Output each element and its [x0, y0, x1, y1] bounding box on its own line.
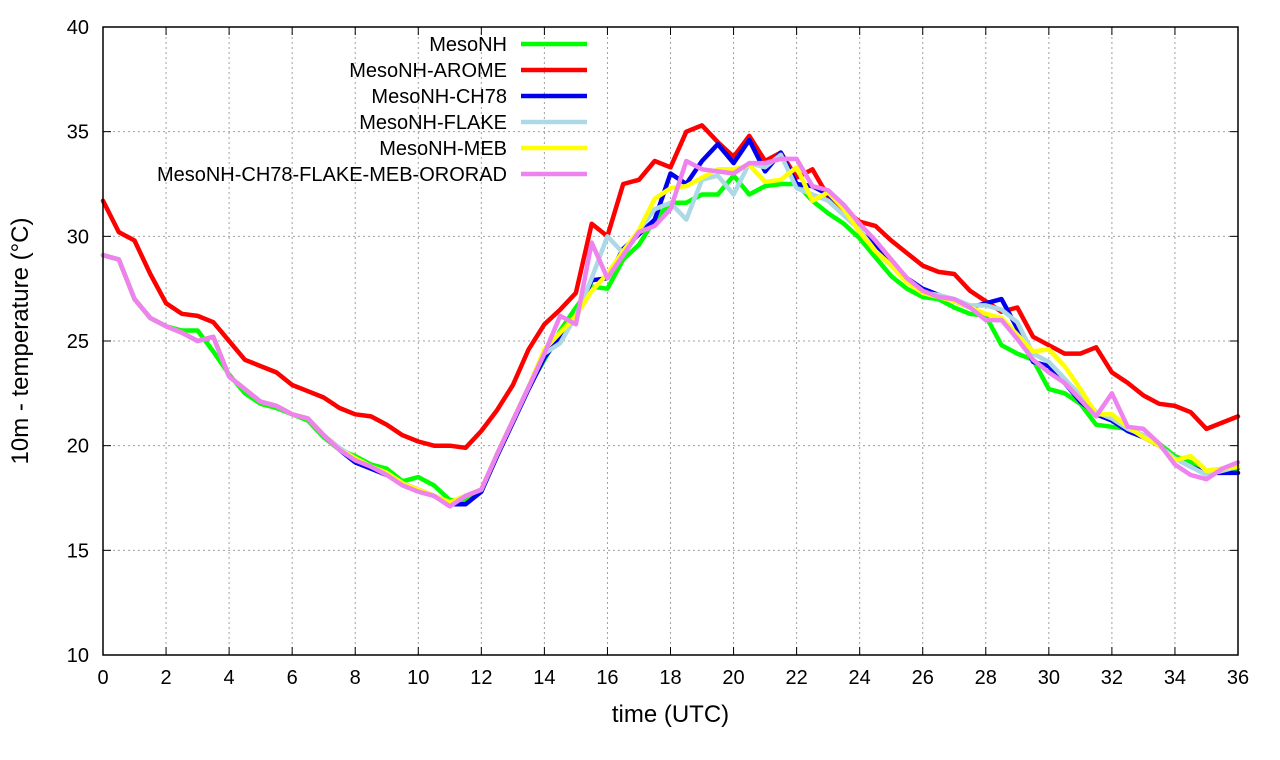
y-tick-label: 10	[67, 645, 89, 667]
y-tick-label: 35	[67, 122, 89, 144]
x-tick-label: 8	[350, 667, 361, 689]
x-tick-label: 0	[97, 667, 108, 689]
y-tick-label: 20	[67, 436, 89, 458]
legend: MesoNH MesoNH-AROME MesoNH-CH78 MesoNH-FLAK…	[157, 34, 587, 186]
legend-label: MesoNH-CH78	[371, 86, 507, 108]
y-tick-label: 15	[67, 540, 89, 562]
x-tick-label: 32	[1101, 667, 1123, 689]
x-tick-label: 36	[1227, 667, 1249, 689]
x-tick-label: 34	[1164, 667, 1186, 689]
x-tick-label: 22	[785, 667, 807, 689]
x-tick-label: 26	[912, 667, 934, 689]
series-line-2	[100, 123, 1241, 451]
x-tick-label: 14	[533, 667, 555, 689]
x-tick-label: 2	[160, 667, 171, 689]
legend-label: MesoNH-MEB	[379, 138, 507, 160]
series-line-6	[100, 156, 1241, 509]
legend-label: MesoNH	[429, 34, 507, 56]
x-tick-label: 4	[224, 667, 235, 689]
legend-label: MesoNH-CH78-FLAKE-MEB-ORORAD	[157, 164, 507, 186]
y-tick-label: 25	[67, 331, 89, 353]
legend-label: MesoNH-FLAKE	[359, 112, 507, 134]
grid	[103, 27, 1238, 655]
x-tick-label: 20	[722, 667, 744, 689]
y-tick-label: 40	[67, 17, 89, 39]
y-axis-title: 10m - temperature (°C)	[7, 218, 34, 465]
axis-ticks: 0 2 4 6 8 10 12 14 16 18 20 22 24 26 28 30 32 34 361015202…	[67, 17, 1249, 689]
x-tick-label: 16	[596, 667, 618, 689]
x-tick-label: 10	[407, 667, 429, 689]
series-lines	[100, 123, 1241, 509]
legend-label: MesoNH-AROME	[349, 60, 507, 82]
x-tick-label: 28	[975, 667, 997, 689]
x-tick-label: 24	[849, 667, 871, 689]
x-axis-title: time (UTC)	[612, 701, 729, 728]
x-tick-label: 12	[470, 667, 492, 689]
y-tick-label: 30	[67, 226, 89, 248]
x-tick-label: 18	[659, 667, 681, 689]
x-tick-label: 6	[287, 667, 298, 689]
x-tick-label: 30	[1038, 667, 1060, 689]
